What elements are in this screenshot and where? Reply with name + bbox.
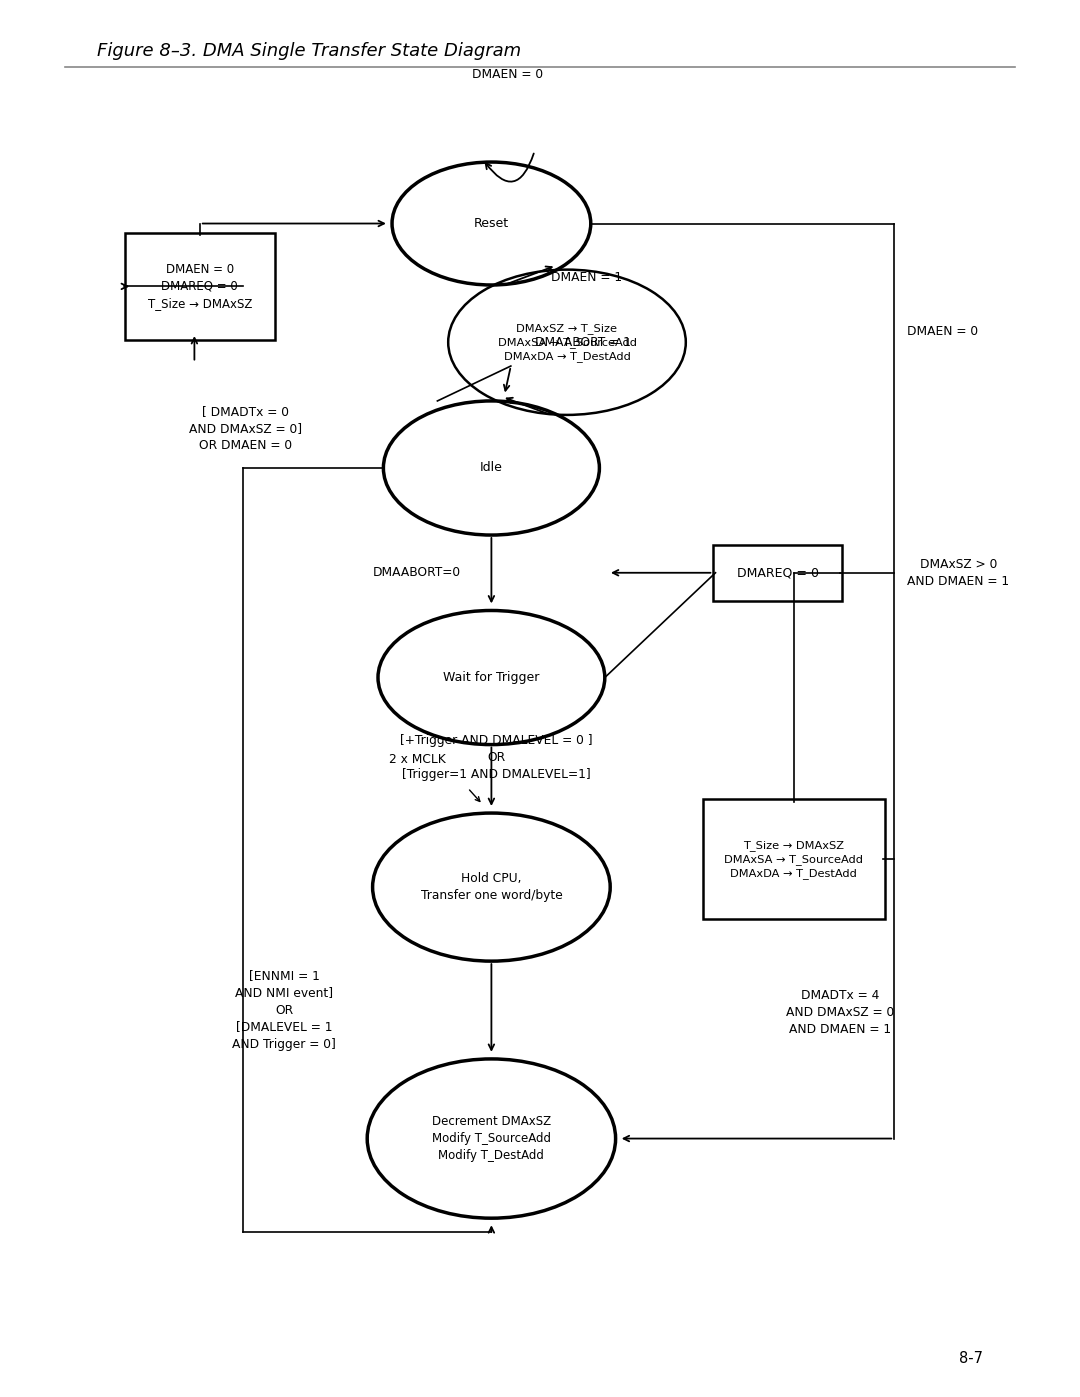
Text: DMAREQ = 0: DMAREQ = 0 xyxy=(737,566,819,580)
Text: [ DMADTx = 0
AND DMAxSZ = 0]
OR DMAEN = 0: [ DMADTx = 0 AND DMAxSZ = 0] OR DMAEN = … xyxy=(189,405,302,451)
Text: DMAEN = 0: DMAEN = 0 xyxy=(907,326,978,338)
Text: T_Size → DMAxSZ
DMAxSA → T_SourceAdd
DMAxDA → T_DestAdd: T_Size → DMAxSZ DMAxSA → T_SourceAdd DMA… xyxy=(725,840,863,879)
Text: 2 x MCLK: 2 x MCLK xyxy=(389,753,446,767)
Text: DMAEN = 0
DMAREQ = 0
T_Size → DMAxSZ: DMAEN = 0 DMAREQ = 0 T_Size → DMAxSZ xyxy=(148,263,252,310)
Text: DMAxSZ > 0
AND DMAEN = 1: DMAxSZ > 0 AND DMAEN = 1 xyxy=(907,557,1010,588)
Text: Hold CPU,
Transfer one word/byte: Hold CPU, Transfer one word/byte xyxy=(420,872,563,902)
FancyArrowPatch shape xyxy=(486,154,534,182)
Text: Reset: Reset xyxy=(474,217,509,231)
Text: Wait for Trigger: Wait for Trigger xyxy=(443,671,540,685)
Text: DMAEN = 0: DMAEN = 0 xyxy=(472,67,543,81)
Text: DMAABORT=0: DMAABORT=0 xyxy=(373,566,461,580)
Text: [+Trigger AND DMALEVEL = 0 ]
OR
[Trigger=1 AND DMALEVEL=1]: [+Trigger AND DMALEVEL = 0 ] OR [Trigger… xyxy=(401,735,593,781)
Text: Decrement DMAxSZ
Modify T_SourceAdd
Modify T_DestAdd: Decrement DMAxSZ Modify T_SourceAdd Modi… xyxy=(432,1115,551,1162)
Text: 8-7: 8-7 xyxy=(959,1351,983,1366)
Text: Idle: Idle xyxy=(480,461,503,475)
Text: DMAABORT = 1: DMAABORT = 1 xyxy=(535,335,631,349)
Text: DMAEN = 1: DMAEN = 1 xyxy=(551,271,622,284)
Text: DMADTx = 4
AND DMAxSZ = 0
AND DMAEN = 1: DMADTx = 4 AND DMAxSZ = 0 AND DMAEN = 1 xyxy=(786,989,894,1037)
Text: DMAxSZ → T_Size
DMAxSA → T_SourceAdd
DMAxDA → T_DestAdd: DMAxSZ → T_Size DMAxSA → T_SourceAdd DMA… xyxy=(498,323,636,362)
Text: [ENNMI = 1
AND NMI event]
OR
[DMALEVEL = 1
AND Trigger = 0]: [ENNMI = 1 AND NMI event] OR [DMALEVEL =… xyxy=(232,970,336,1051)
Text: Figure 8–3. DMA Single Transfer State Diagram: Figure 8–3. DMA Single Transfer State Di… xyxy=(97,42,522,60)
